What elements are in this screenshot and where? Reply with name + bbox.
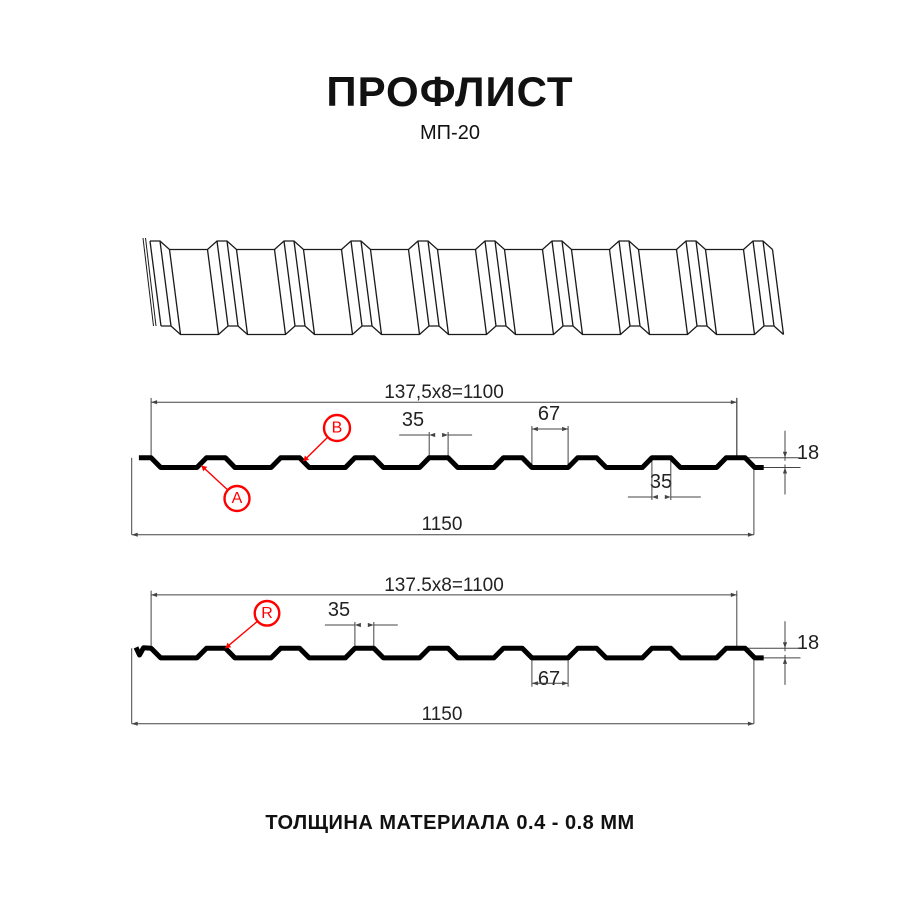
svg-text:R: R xyxy=(261,605,273,622)
